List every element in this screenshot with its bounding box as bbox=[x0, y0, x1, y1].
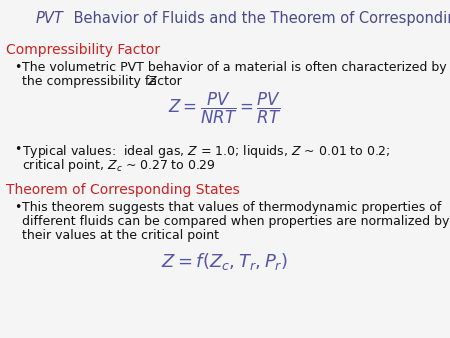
Text: different fluids can be compared when properties are normalized by: different fluids can be compared when pr… bbox=[22, 215, 450, 228]
Text: •: • bbox=[14, 201, 22, 214]
Text: $\mathit{Z} = \mathit{f}(\mathit{Z}_c, \mathit{T}_r, \mathit{P}_r)$: $\mathit{Z} = \mathit{f}(\mathit{Z}_c, \… bbox=[162, 251, 288, 272]
Text: Compressibility Factor: Compressibility Factor bbox=[6, 44, 160, 57]
Text: their values at the critical point: their values at the critical point bbox=[22, 229, 219, 242]
Text: •: • bbox=[14, 62, 22, 74]
Text: $\mathit{Z} = \dfrac{\mathit{PV}}{\mathit{NRT}} = \dfrac{\mathit{PV}}{\mathit{RT: $\mathit{Z} = \dfrac{\mathit{PV}}{\mathi… bbox=[168, 90, 282, 126]
Text: This theorem suggests that values of thermodynamic properties of: This theorem suggests that values of the… bbox=[22, 201, 441, 214]
Text: Typical values:  ideal gas, $\mathit{Z}$ = 1.0; liquids, $\mathit{Z}$ ~ 0.01 to : Typical values: ideal gas, $\mathit{Z}$ … bbox=[22, 143, 390, 160]
Text: Theorem of Corresponding States: Theorem of Corresponding States bbox=[6, 183, 240, 197]
Text: •: • bbox=[14, 143, 22, 156]
Text: Behavior of Fluids and the Theorem of Corresponding States: Behavior of Fluids and the Theorem of Co… bbox=[69, 11, 450, 26]
Text: PVT: PVT bbox=[36, 11, 64, 26]
Text: The volumetric PVT behavior of a material is often characterized by: The volumetric PVT behavior of a materia… bbox=[22, 62, 446, 74]
Text: $\mathit{Z}$: $\mathit{Z}$ bbox=[147, 75, 158, 89]
Text: critical point, $\mathit{Z}_c$ ~ 0.27 to 0.29: critical point, $\mathit{Z}_c$ ~ 0.27 to… bbox=[22, 157, 216, 174]
Text: the compressibility factor: the compressibility factor bbox=[22, 75, 186, 89]
